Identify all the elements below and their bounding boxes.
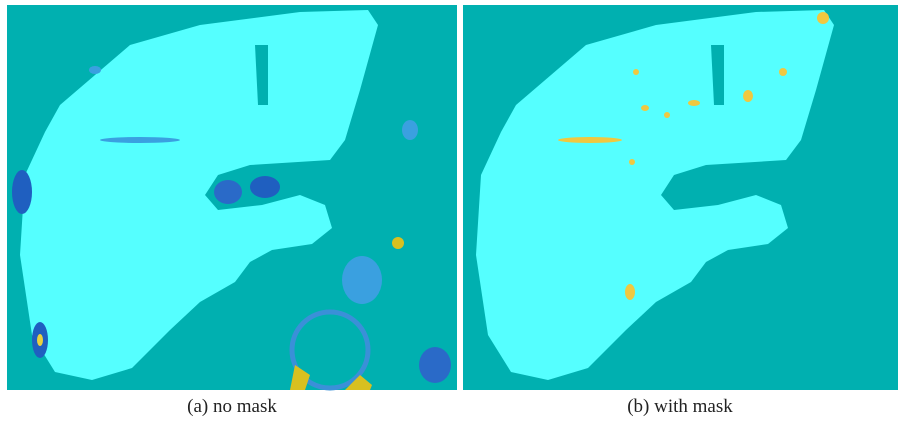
page: {"figure": {"captions": ["(a) no mask", …	[0, 0, 901, 428]
image-no-mask	[7, 5, 457, 390]
caption: (b) with mask	[460, 396, 900, 418]
figure-images	[0, 0, 901, 392]
image-with-mask	[463, 5, 898, 390]
caption: (a) no mask	[12, 396, 452, 418]
